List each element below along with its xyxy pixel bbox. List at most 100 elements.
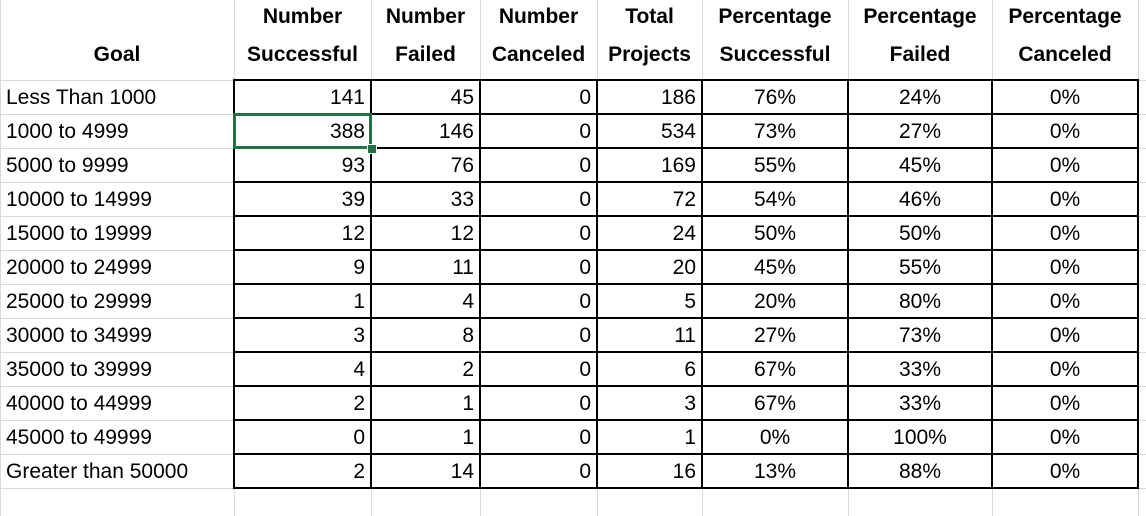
cell-number-failed[interactable]: 1 (462, 391, 474, 415)
header-number-successful[interactable]: Number Successful (234, 0, 371, 80)
cell-percentage-failed[interactable]: 33% (898, 391, 942, 415)
cell-percentage-failed[interactable]: 55% (898, 255, 942, 279)
cell-percentage-canceled[interactable]: 0% (1049, 187, 1081, 211)
cell-percentage-canceled[interactable]: 0% (1049, 289, 1081, 313)
cell-total-projects[interactable]: 72 (672, 187, 696, 211)
cell-percentage-successful[interactable]: 67% (753, 357, 797, 381)
cell-percentage-failed[interactable]: 24% (898, 85, 942, 109)
cell-number-failed[interactable]: 12 (450, 221, 474, 245)
cell-percentage-canceled[interactable]: 0% (1049, 221, 1081, 245)
cell-percentage-canceled[interactable]: 0% (1049, 425, 1081, 449)
cell-percentage-failed[interactable]: 100% (893, 425, 947, 449)
cell-percentage-canceled[interactable]: 0% (1049, 153, 1081, 177)
cell-number-failed[interactable]: 33 (450, 187, 474, 211)
cell-goal[interactable]: 10000 to 14999 (6, 187, 152, 211)
cell-percentage-failed[interactable]: 73% (898, 323, 942, 347)
fill-handle[interactable] (367, 144, 377, 154)
cell-goal[interactable]: 25000 to 29999 (6, 289, 152, 313)
header-percentage-failed[interactable]: Percentage Failed (848, 0, 992, 80)
cell-percentage-failed[interactable]: 46% (898, 187, 942, 211)
cell-number-successful[interactable]: 4 (353, 357, 365, 381)
cell-number-canceled[interactable]: 0 (579, 323, 591, 347)
cell-number-canceled[interactable]: 0 (579, 255, 591, 279)
cell-number-successful[interactable]: 141 (329, 85, 365, 109)
cell-goal[interactable]: Greater than 50000 (6, 459, 189, 483)
cell-number-failed[interactable]: 8 (462, 323, 474, 347)
cell-number-canceled[interactable]: 0 (579, 289, 591, 313)
cell-number-successful[interactable]: 388 (329, 119, 365, 143)
cell-number-failed[interactable]: 1 (462, 425, 474, 449)
cell-percentage-failed[interactable]: 33% (898, 357, 942, 381)
cell-total-projects[interactable]: 5 (684, 289, 696, 313)
cell-total-projects[interactable]: 11 (674, 323, 696, 347)
cell-percentage-successful[interactable]: 20% (753, 289, 797, 313)
cell-number-canceled[interactable]: 0 (579, 221, 591, 245)
header-total-projects[interactable]: Total Projects (597, 0, 702, 80)
cell-percentage-failed[interactable]: 45% (898, 153, 942, 177)
cell-goal[interactable]: Less Than 1000 (6, 85, 157, 109)
cell-total-projects[interactable]: 169 (660, 153, 696, 177)
cell-percentage-successful[interactable]: 73% (753, 119, 797, 143)
cell-percentage-canceled[interactable]: 0% (1049, 255, 1081, 279)
cell-goal[interactable]: 20000 to 24999 (6, 255, 152, 279)
cell-goal[interactable]: 40000 to 44999 (6, 391, 152, 415)
cell-number-successful[interactable]: 3 (353, 323, 365, 347)
cell-number-failed[interactable]: 14 (450, 459, 474, 483)
cell-number-failed[interactable]: 45 (450, 85, 474, 109)
header-number-canceled[interactable]: Number Canceled (480, 0, 597, 80)
cell-number-successful[interactable]: 1 (353, 289, 365, 313)
cell-goal[interactable]: 15000 to 19999 (6, 221, 152, 245)
cell-percentage-successful[interactable]: 45% (753, 255, 797, 279)
cell-number-canceled[interactable]: 0 (579, 187, 591, 211)
cell-total-projects[interactable]: 16 (672, 459, 696, 483)
cell-percentage-successful[interactable]: 76% (753, 85, 797, 109)
cell-percentage-canceled[interactable]: 0% (1049, 119, 1081, 143)
cell-total-projects[interactable]: 534 (660, 119, 696, 143)
cell-percentage-canceled[interactable]: 0% (1049, 459, 1081, 483)
cell-number-canceled[interactable]: 0 (579, 153, 591, 177)
cell-percentage-canceled[interactable]: 0% (1049, 323, 1081, 347)
cell-percentage-failed[interactable]: 88% (898, 459, 942, 483)
cell-number-canceled[interactable]: 0 (579, 391, 591, 415)
cell-number-canceled[interactable]: 0 (579, 119, 591, 143)
cell-number-failed[interactable]: 4 (462, 289, 474, 313)
cell-percentage-successful[interactable]: 50% (753, 221, 797, 245)
cell-number-successful[interactable]: 9 (353, 255, 365, 279)
cell-number-canceled[interactable]: 0 (579, 357, 591, 381)
header-number-failed[interactable]: Number Failed (371, 0, 480, 80)
cell-percentage-successful[interactable]: 13% (753, 459, 797, 483)
cell-number-failed[interactable]: 146 (438, 119, 474, 143)
cell-number-successful[interactable]: 39 (341, 187, 365, 211)
cell-goal[interactable]: 35000 to 39999 (6, 357, 152, 381)
cell-goal[interactable]: 45000 to 49999 (6, 425, 152, 449)
cell-number-failed[interactable]: 76 (450, 153, 474, 177)
cell-total-projects[interactable]: 6 (684, 357, 696, 381)
header-percentage-successful[interactable]: Percentage Successful (702, 0, 848, 80)
cell-percentage-successful[interactable]: 54% (753, 187, 797, 211)
cell-number-successful[interactable]: 2 (353, 459, 365, 483)
header-goal[interactable]: Goal (0, 0, 234, 80)
cell-percentage-successful[interactable]: 0% (759, 425, 791, 449)
cell-number-successful[interactable]: 0 (353, 425, 365, 449)
cell-number-failed[interactable]: 11 (452, 255, 474, 279)
cell-percentage-successful[interactable]: 27% (753, 323, 797, 347)
cell-percentage-canceled[interactable]: 0% (1049, 391, 1081, 415)
cell-percentage-failed[interactable]: 80% (898, 289, 942, 313)
cell-percentage-canceled[interactable]: 0% (1049, 357, 1081, 381)
cell-goal[interactable]: 5000 to 9999 (6, 153, 129, 177)
cell-percentage-failed[interactable]: 27% (898, 119, 942, 143)
header-percentage-canceled[interactable]: Percentage Canceled (992, 0, 1138, 80)
cell-total-projects[interactable]: 24 (672, 221, 696, 245)
cell-percentage-successful[interactable]: 67% (753, 391, 797, 415)
cell-number-failed[interactable]: 2 (462, 357, 474, 381)
cell-total-projects[interactable]: 3 (684, 391, 696, 415)
cell-total-projects[interactable]: 186 (660, 85, 696, 109)
cell-number-successful[interactable]: 12 (341, 221, 365, 245)
cell-goal[interactable]: 1000 to 4999 (6, 119, 129, 143)
cell-percentage-failed[interactable]: 50% (898, 221, 942, 245)
cell-number-successful[interactable]: 2 (353, 391, 365, 415)
cell-goal[interactable]: 30000 to 34999 (6, 323, 152, 347)
cell-number-canceled[interactable]: 0 (579, 459, 591, 483)
cell-number-canceled[interactable]: 0 (579, 85, 591, 109)
